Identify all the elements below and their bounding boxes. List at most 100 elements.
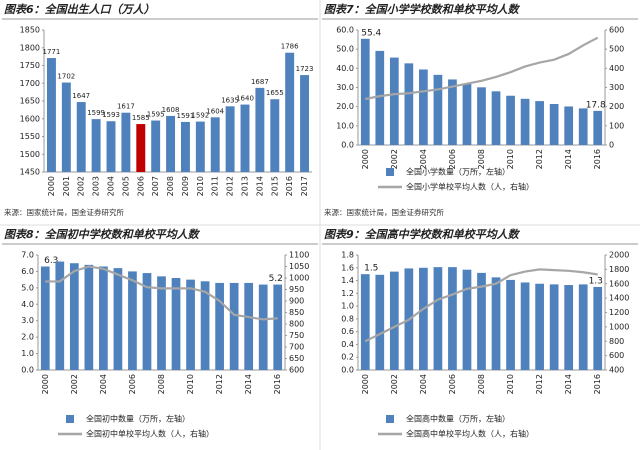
bar <box>506 95 515 145</box>
bar <box>360 38 370 145</box>
legend-swatch <box>386 415 394 423</box>
x-tick-label: 2010 <box>186 374 195 394</box>
data-label: 17.8 <box>586 100 606 110</box>
y2-tick-label: 400 <box>609 366 624 375</box>
x-tick-label: 2014 <box>564 149 573 169</box>
chart-title: 图表9：全国高中学校数和单校平均人数 <box>324 228 521 241</box>
x-tick-label: 2002 <box>390 149 399 169</box>
y-tick-label: 1.0 <box>21 349 34 358</box>
y-tick-label: 1550 <box>20 132 40 141</box>
bar <box>229 282 239 370</box>
data-label: 1.3 <box>589 276 603 286</box>
y2-tick-label: 2000 <box>609 251 629 260</box>
bar <box>593 286 603 370</box>
bar <box>520 282 530 370</box>
y-tick-label: 1.4 <box>341 276 354 285</box>
bar <box>244 282 254 370</box>
y2-tick-label: 950 <box>289 285 304 294</box>
x-tick-label: 2001 <box>62 176 71 196</box>
bar <box>99 266 108 370</box>
x-tick-label: 2008 <box>477 374 486 394</box>
line <box>364 268 598 343</box>
bar <box>419 69 428 145</box>
x-tick-label: 2013 <box>241 176 250 196</box>
y2-tick-label: 300 <box>609 83 624 92</box>
bar <box>549 284 559 370</box>
y2-tick-label: 600 <box>609 26 624 35</box>
y2-tick-label: 1050 <box>289 262 309 271</box>
y2-tick-label: 1100 <box>289 251 309 260</box>
x-tick-label: 2012 <box>215 374 224 394</box>
y-tick-label: 1.8 <box>341 251 354 260</box>
bar <box>578 108 588 145</box>
bar <box>76 102 86 172</box>
bar <box>535 283 544 370</box>
bar <box>389 271 399 370</box>
legend-swatch <box>386 168 394 176</box>
line <box>45 265 278 321</box>
data-label: 1591 <box>177 112 195 120</box>
bar <box>215 282 224 370</box>
bar <box>375 274 385 370</box>
bar <box>564 285 574 370</box>
y2-tick-label: 800 <box>289 320 304 329</box>
bar <box>462 83 472 145</box>
bar <box>157 276 166 370</box>
y2-tick-label: 750 <box>289 331 304 340</box>
bar <box>375 50 385 146</box>
data-label: 1608 <box>162 106 180 114</box>
y-tick-label: 1600 <box>20 114 40 123</box>
data-label: 1655 <box>266 89 284 97</box>
bar <box>389 57 399 145</box>
x-tick-label: 2004 <box>107 176 116 196</box>
data-label: 55.4 <box>361 28 381 38</box>
bar <box>195 121 205 172</box>
bar <box>180 121 190 172</box>
y-tick-label: 7.0 <box>21 251 34 260</box>
data-label: 5.2 <box>269 274 283 284</box>
bar <box>240 104 250 172</box>
x-tick-label: 2000 <box>47 176 56 196</box>
bar <box>255 87 265 172</box>
x-tick-label: 2006 <box>128 374 137 394</box>
y-tick-label: 50.0 <box>336 45 354 54</box>
y2-tick-label: 1800 <box>609 265 629 274</box>
bar <box>578 284 588 370</box>
y2-tick-label: 800 <box>609 337 624 346</box>
x-tick-label: 2010 <box>506 149 515 169</box>
bar <box>491 277 501 370</box>
y-tick-label: 30.0 <box>336 83 354 92</box>
x-tick-label: 2010 <box>196 176 205 196</box>
y-tick-label: 1850 <box>20 26 40 35</box>
data-label: 1585 <box>132 114 150 122</box>
bar <box>210 117 220 172</box>
x-tick-label: 2003 <box>92 176 101 196</box>
x-tick-label: 2006 <box>136 176 145 196</box>
y2-tick-label: 100 <box>609 121 624 130</box>
bar <box>419 267 428 370</box>
x-tick-label: 2008 <box>477 149 486 169</box>
y2-tick-label: 200 <box>609 102 624 111</box>
x-tick-label: 2016 <box>273 374 282 394</box>
bar <box>166 115 176 172</box>
line <box>365 36 599 101</box>
bar <box>171 278 181 370</box>
bar <box>40 266 50 370</box>
y-tick-label: 3.0 <box>21 316 34 325</box>
data-label: 1786 <box>281 43 299 51</box>
bar <box>258 284 268 370</box>
bar <box>142 273 152 370</box>
y2-tick-label: 900 <box>289 297 304 306</box>
x-tick-label: 2008 <box>157 374 166 394</box>
bar <box>433 74 443 145</box>
x-tick-label: 2014 <box>255 176 264 196</box>
y-tick-label: 5.0 <box>21 283 34 292</box>
y-tick-label: 6.0 <box>21 267 34 276</box>
x-tick-label: 2005 <box>121 176 130 196</box>
y-tick-label: 1700 <box>20 79 40 88</box>
bar <box>128 271 137 370</box>
bar <box>61 82 71 172</box>
y2-tick-label: 700 <box>289 343 304 352</box>
data-label: 1687 <box>251 78 269 86</box>
